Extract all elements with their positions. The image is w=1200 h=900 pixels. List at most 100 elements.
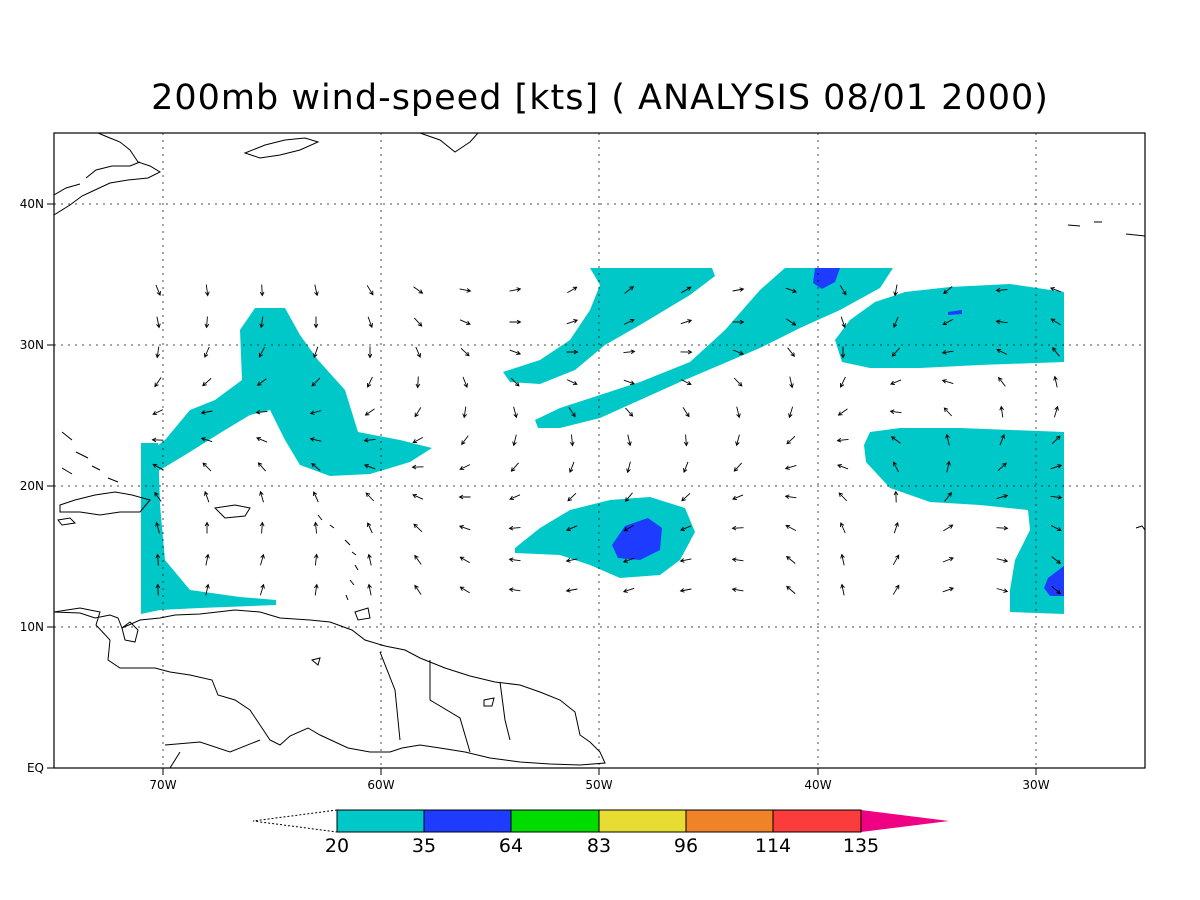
contour-20kt-central [515,497,695,578]
wind-arrow [1051,586,1061,595]
wind-arrow [892,461,899,473]
wind-arrow [942,319,954,326]
wind-arrow [942,587,955,593]
contour-20kt-streak-b [535,268,893,428]
wind-arrow [784,464,797,470]
wind-arrow [626,461,631,474]
wind-arrow [1051,435,1061,445]
wind-arrow [255,409,268,415]
wind-arrow [312,491,319,503]
colorbar-label-135: 135 [843,835,879,857]
wind-arrow [625,407,634,417]
colorbar-box-114-135 [773,810,861,832]
wind-arrow [840,316,846,329]
wind-arrow [363,437,376,443]
wind-arrow [943,407,953,417]
wind-arrow [313,316,319,329]
wind-arrow [314,583,319,596]
wind-arrow [941,350,954,355]
contour-20kt-east [864,428,1064,614]
wind-arrow [151,437,164,443]
wind-arrow [785,555,796,564]
wind-arrow [942,557,954,563]
coast-guiana-borders [379,651,511,753]
wind-arrow [836,437,849,443]
colorbar-label-35: 35 [412,835,436,857]
contour-35kt-north [813,268,840,289]
wind-arrow [996,494,1009,500]
wind-arrow [1049,287,1062,293]
wind-arrow [1050,525,1062,532]
wind-arrow [412,437,424,444]
x-tick-50w: 50W [585,778,612,792]
wind-arrow [155,583,161,596]
coast-azores [1067,221,1145,237]
wind-arrow [683,434,689,447]
wind-arrow [200,410,213,415]
wind-arrow [459,464,471,471]
wind-arrow [566,525,578,531]
coast-jamaica [57,517,77,526]
wind-arrow [1051,556,1062,564]
coast-lake-maracaibo [121,621,139,643]
wind-arrow [566,319,579,325]
wind-arrow [732,494,744,500]
x-tick-60w: 60W [367,778,394,792]
y-tick-10n: 10N [20,620,44,634]
wind-arrow [413,317,423,327]
wind-arrow [509,287,522,292]
wind-arrow [203,346,210,358]
wind-arrow [624,492,633,502]
wind-arrow [622,557,635,563]
colorbar-high-triangle [861,810,949,832]
wind-arrow [152,409,164,416]
coast-puerto-rico [213,504,251,519]
wind-arrow [566,349,579,355]
wind-arrow [945,433,950,446]
wind-arrow [735,434,740,447]
wind-arrow [154,491,162,502]
wind-arrow [509,319,522,325]
colorbar-label-64: 64 [499,835,523,857]
colorbar-label-96: 96 [674,835,698,857]
wind-arrow [155,553,161,566]
wind-arrow [510,377,520,387]
wind-arrow [892,584,900,595]
wind-arrow [365,492,375,502]
wind-arrow [732,349,744,355]
colorbar-label-20: 20 [325,835,349,857]
colorbar-box-20-35 [337,810,424,832]
wind-arrow [682,407,690,418]
wind-arrow [838,492,848,502]
wind-arrow [893,490,899,503]
wind-arrow [510,462,519,472]
wind-arrow [367,583,372,596]
wind-arrow [679,558,692,563]
colorbar-box-64-83 [511,810,599,832]
wind-arrow [367,346,373,359]
coast-brazil-inner [164,739,261,768]
wind-arrow [890,436,901,444]
wind-arrow [363,464,376,470]
wind-arrow [256,378,267,386]
wind-arrow [513,406,518,419]
wind-arrow [622,587,635,593]
wind-arrow [257,462,266,472]
wind-arrow [680,319,693,325]
wind-arrow [415,346,421,358]
wind-arrow [313,346,319,359]
wind-arrow [999,434,1005,446]
wind-arrow [366,376,373,388]
wind-arrow [155,521,160,534]
coast-cape-verde [1135,525,1145,531]
wind-arrow [681,492,691,502]
x-tick-70w: 70W [149,778,176,792]
wind-arrow [840,346,846,359]
wind-arrow [152,463,164,471]
wind-arrow [509,494,521,501]
wind-arrow [565,558,578,563]
wind-arrow [996,525,1009,531]
wind-arrow [732,319,745,325]
wind-arrow [508,525,521,531]
coast-north-america [54,133,162,216]
